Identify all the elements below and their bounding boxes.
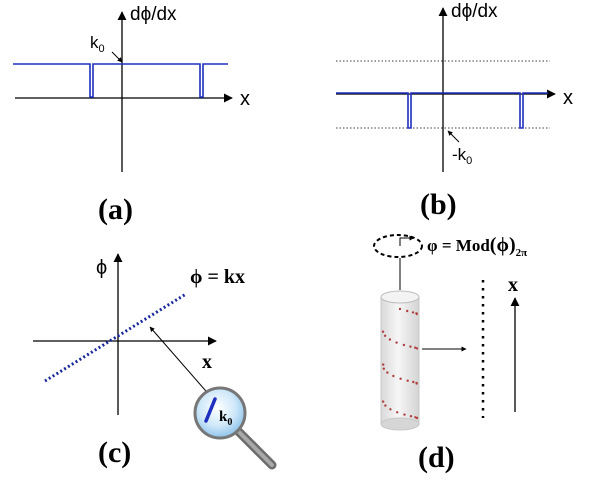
panel-d-x-label: x: [508, 274, 518, 296]
panel-d-phase-ellipse: [373, 234, 423, 258]
panel-d-cylinder-dots: [381, 307, 419, 420]
panel-c-line-label: ϕ = kx: [190, 266, 245, 288]
cylinder-dot: [382, 367, 385, 370]
panel-b: dϕ/dx x -k0 (b): [336, 1, 573, 221]
cylinder-dot: [411, 311, 415, 314]
cylinder-dot: [403, 413, 406, 416]
magnifier-icon: k0: [193, 386, 277, 470]
panel-a-x-label: x: [240, 88, 250, 110]
panel-d-phase-arrow: [399, 235, 415, 246]
panel-a-caption: (a): [98, 193, 133, 226]
panel-a-signal-line: [13, 63, 228, 98]
panel-c: ϕ x ϕ = kx k0 (c): [33, 253, 277, 470]
panel-c-phi-line: [44, 292, 187, 383]
panel-c-zoom-pointer: [149, 326, 213, 399]
cylinder-dot: [396, 411, 399, 414]
panel-b-y-label: dϕ/dx: [451, 1, 498, 22]
panel-b-signal-line: [336, 92, 548, 129]
cylinder-dot: [384, 404, 387, 407]
panel-c-magnifier-label: k0: [219, 409, 232, 428]
cylinder-dot: [409, 415, 413, 418]
panel-d: φ = Mod(ϕ)2π x (d): [373, 234, 527, 474]
panel-a: dϕ/dx x k0 (a): [13, 4, 250, 226]
cylinder-dot: [382, 363, 385, 366]
panel-b-caption: (b): [420, 188, 457, 221]
panel-c-caption: (c): [98, 436, 131, 469]
cylinder-dot: [406, 379, 409, 382]
panel-d-caption: (d): [418, 441, 455, 474]
panel-b-x-label: x: [563, 87, 573, 109]
panel-c-y-label: ϕ: [96, 257, 107, 279]
panel-b-level-pointer: [447, 130, 460, 143]
cylinder-dot: [415, 416, 419, 420]
panel-a-level-pointer: [111, 51, 123, 63]
panel-b-level-label: -k0: [452, 145, 472, 167]
cylinder-dot: [412, 380, 415, 384]
cylinder-dot: [406, 309, 409, 313]
cylinder-dot: [409, 345, 412, 348]
cylinder-dot: [383, 334, 387, 337]
cylinder-dot: [414, 346, 417, 349]
panel-a-level-label: k0: [90, 33, 105, 55]
cylinder-dot: [392, 374, 395, 378]
cylinder-dot: [389, 408, 392, 411]
cylinder-dot: [415, 382, 418, 385]
cylinder-dot: [398, 307, 402, 311]
cylinder-dot: [402, 343, 406, 347]
cylinder-dot: [381, 330, 385, 333]
panel-a-y-label: dϕ/dx: [130, 4, 177, 25]
cylinder-dot: [381, 400, 385, 403]
cylinder-dot: [395, 341, 398, 344]
panel-d-cylinder: [380, 290, 420, 431]
cylinder-dot: [386, 371, 389, 374]
cylinder-dot: [415, 347, 419, 350]
cylinder-dot: [415, 312, 418, 316]
panel-c-x-label: x: [202, 351, 212, 373]
cylinder-dot: [399, 377, 402, 380]
panel-d-formula: φ = Mod(ϕ)2π: [427, 234, 527, 259]
cylinder-dot: [388, 338, 392, 341]
